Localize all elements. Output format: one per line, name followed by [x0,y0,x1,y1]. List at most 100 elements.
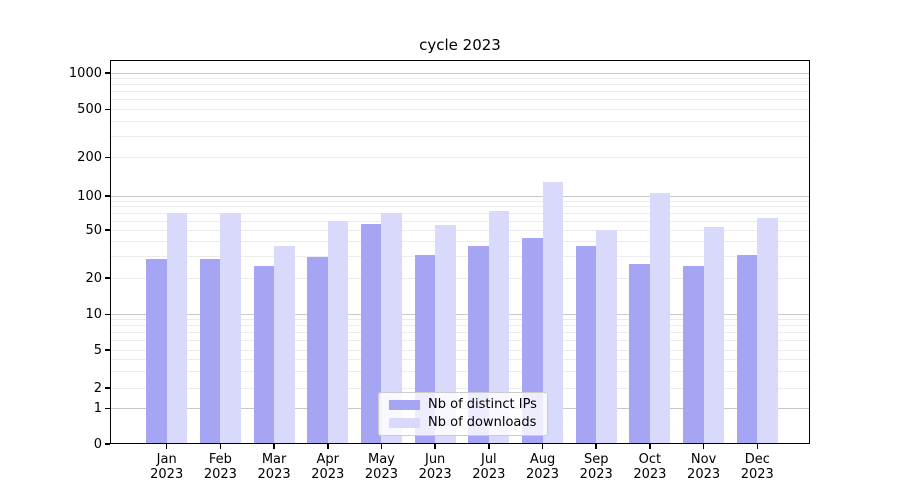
x-tick-label-sep: Sep 2023 [579,452,613,482]
bar-distinct-ips-sep [575,245,597,444]
x-tick-label-jun: Jun 2023 [418,452,452,482]
gridline-4 [111,358,809,360]
gridline-70 [111,212,809,214]
gridline-400 [111,120,809,122]
x-tick-label-dec: Dec 2023 [740,452,774,482]
bar-distinct-ips-dec [736,255,758,444]
gridline-50 [111,229,809,231]
gridline-900 [111,78,809,80]
y-tick-mark [105,443,110,445]
legend: Nb of distinct IPs Nb of downloads [378,392,548,436]
x-tick-label-oct: Oct 2023 [633,452,667,482]
y-tick-mark [105,387,110,389]
legend-label-downloads: Nb of downloads [428,415,537,430]
x-tick-label-mar: Mar 2023 [257,452,291,482]
gridline-40 [111,241,809,243]
y-tick-mark [105,156,110,159]
gridline-200 [111,157,809,159]
y-tick-label: 100 [77,188,102,204]
x-tick-mark [488,444,490,449]
bar-downloads-sep [596,230,617,444]
x-tick-mark [434,444,436,449]
x-tick-mark [756,444,759,449]
gridline-10 [111,313,809,315]
bar-downloads-nov [703,227,725,444]
x-tick-label-apr: Apr 2023 [311,452,345,482]
gridline-500 [111,108,809,110]
x-tick-mark [165,444,168,449]
x-tick-mark [327,444,329,449]
x-tick-mark [595,444,597,449]
legend-label-distinct-ips: Nb of distinct IPs [428,397,537,412]
x-tick-label-jan: Jan 2023 [150,452,184,482]
gridline-300 [111,135,809,137]
bar-distinct-ips-oct [629,264,650,444]
x-tick-label-aug: Aug 2023 [525,452,560,482]
bar-downloads-dec [757,217,778,444]
x-tick-label-feb: Feb 2023 [203,452,237,482]
bar-downloads-feb [220,213,241,444]
y-tick-label: 10 [85,306,102,322]
y-tick-mark [105,407,110,410]
x-tick-mark [702,444,705,449]
gridline-600 [111,99,809,101]
y-tick-label: 2 [93,380,102,396]
bar-distinct-ips-apr [307,256,328,444]
y-tick-label: 5 [93,342,102,358]
y-tick-label: 0 [93,436,102,452]
legend-row-distinct-ips: Nb of distinct IPs [379,398,547,412]
x-tick-label-may: May 2023 [364,452,398,482]
bar-distinct-ips-feb [199,258,221,444]
y-tick-mark [105,108,110,111]
bar-downloads-jan [166,213,188,444]
gridline-100 [111,195,809,197]
x-tick-label-jul: Jul 2023 [472,452,506,482]
y-tick-label: 500 [77,101,102,117]
y-tick-label: 1 [93,401,102,416]
gridline-60 [111,220,809,222]
gridline-90 [111,200,809,202]
gridline-8 [111,325,809,327]
y-tick-mark [105,349,110,351]
gridline-700 [111,91,809,93]
y-tick-label: 200 [77,150,102,166]
gridline-1000 [111,72,809,74]
y-tick-mark [105,277,110,279]
gridline-6 [111,340,809,342]
bar-distinct-ips-jan [146,258,167,444]
y-tick-mark [105,313,110,316]
y-tick-mark [105,195,110,197]
bar-downloads-jul [488,210,510,444]
legend-swatch-distinct-ips [389,400,420,410]
x-tick-mark [273,444,275,449]
gridline-80 [111,206,809,208]
y-tick-mark [105,229,110,231]
gridline-2 [111,387,809,389]
gridline-20 [111,277,809,279]
y-tick-mark [105,72,110,74]
y-tick-label: 50 [85,222,102,238]
y-tick-label: 20 [85,270,102,286]
gridline-800 [111,84,809,86]
gridline-3 [111,370,809,372]
gridline-9 [111,319,809,321]
bar-downloads-aug [542,182,564,444]
bar-distinct-ips-may [360,223,382,444]
x-tick-mark [541,444,544,449]
bar-downloads-mar [274,245,295,444]
x-tick-mark [380,444,383,449]
legend-swatch-downloads [389,418,420,428]
y-tick-label: 1000 [68,65,102,81]
bar-downloads-jun [435,225,456,444]
bar-distinct-ips-mar [253,266,275,444]
chart-title: cycle 2023 [419,36,501,54]
gridline-7 [111,332,809,334]
x-tick-mark [219,444,222,449]
legend-row-downloads: Nb of downloads [379,416,547,430]
bar-downloads-apr [327,221,349,444]
bar-downloads-oct [649,192,671,444]
x-tick-mark [649,444,651,449]
gridline-5 [111,349,809,351]
bar-downloads-may [381,213,402,444]
